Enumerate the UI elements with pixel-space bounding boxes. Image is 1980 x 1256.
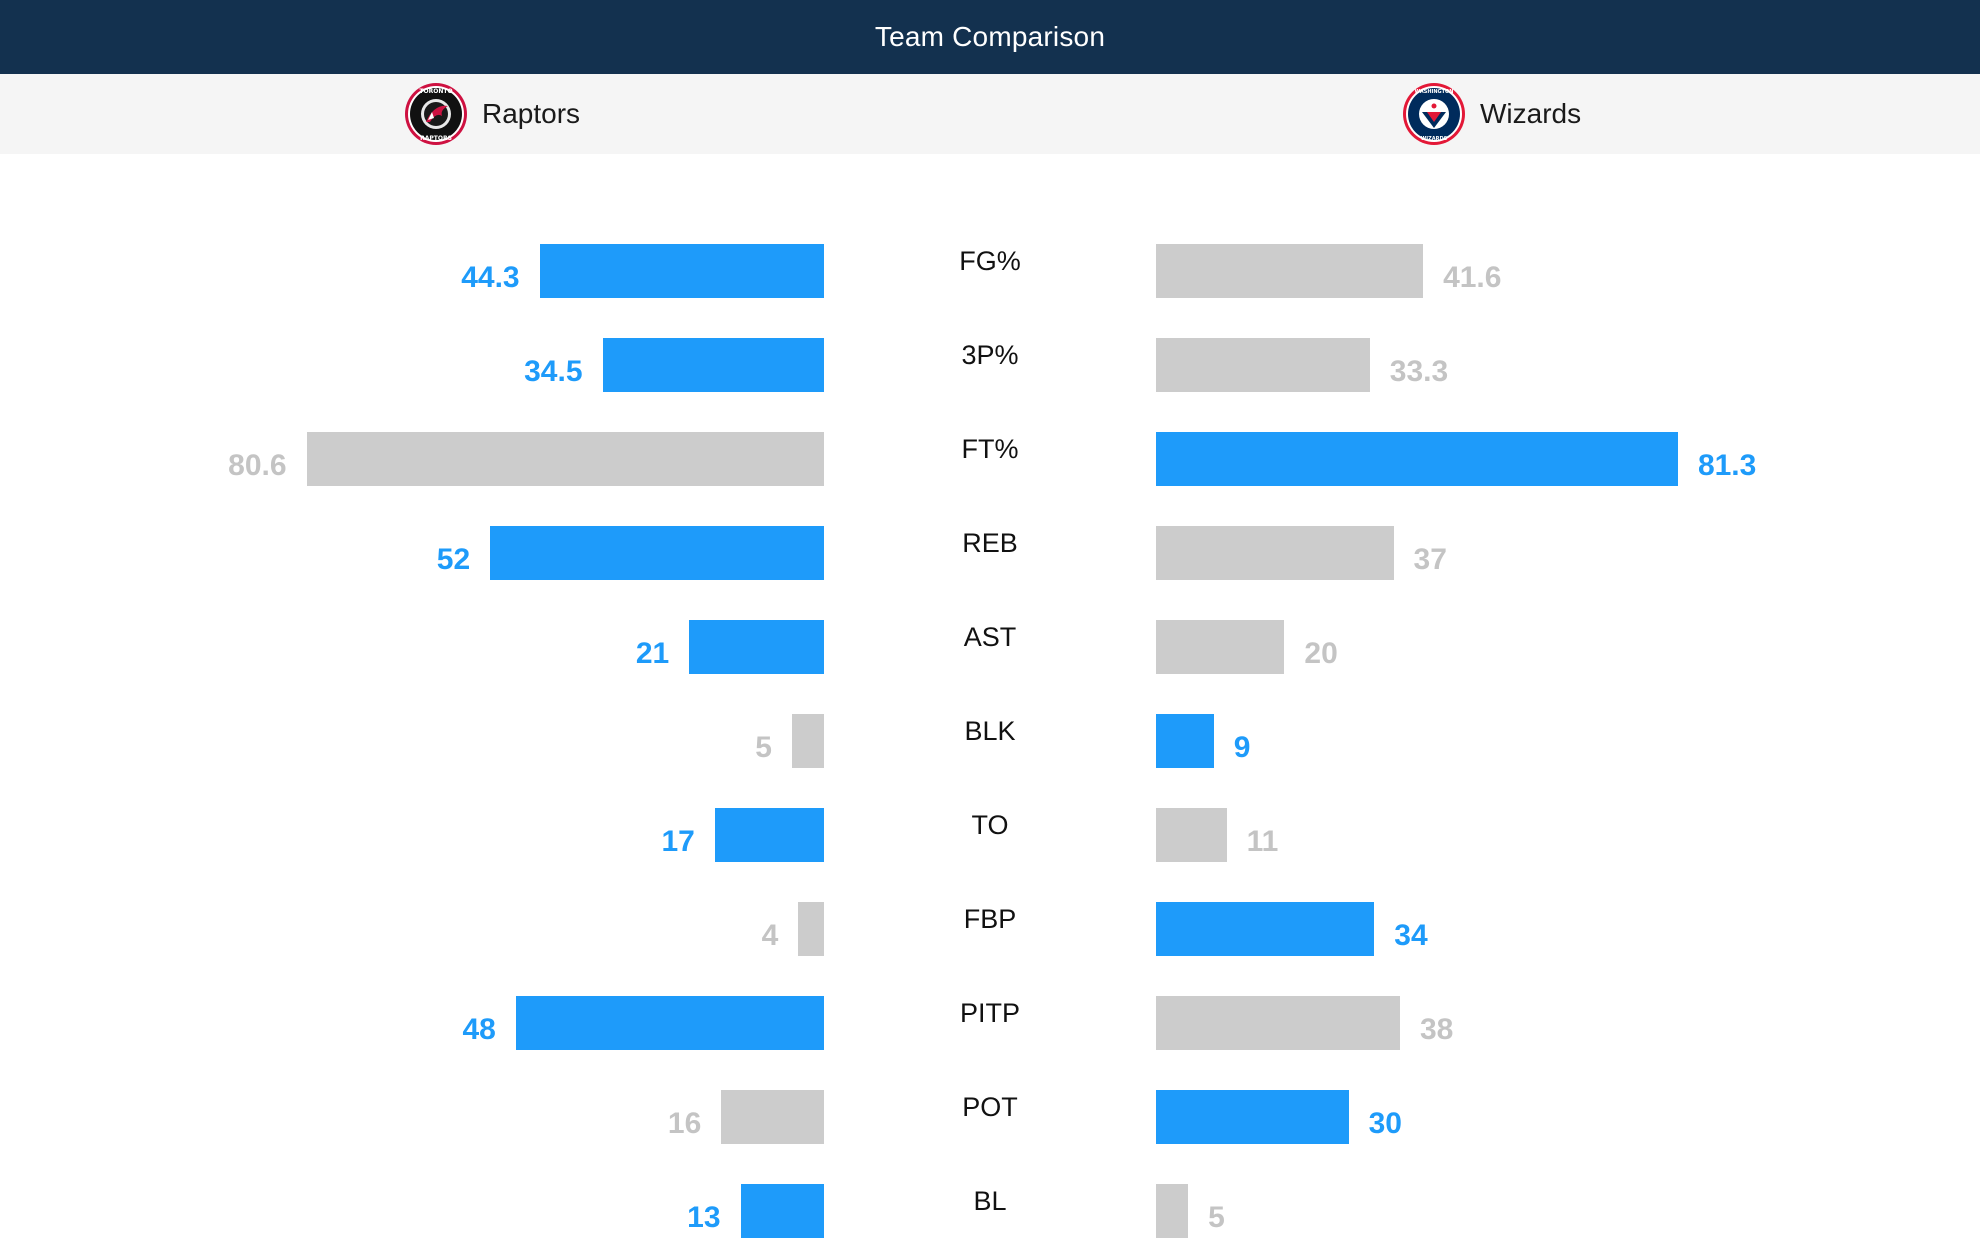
away-stat-value: 30	[1368, 1107, 1402, 1140]
home-stat-bar	[721, 1090, 824, 1144]
stat-label: REB	[962, 528, 1018, 558]
stat-row: 17 TO 11	[0, 808, 1980, 862]
stat-label: FT%	[961, 434, 1019, 464]
stat-row: 16 POT 30	[0, 1090, 1980, 1144]
away-stat-value: 33.3	[1389, 355, 1449, 388]
home-stat-value: 80.6	[228, 449, 287, 482]
stat-label: POT	[962, 1092, 1018, 1122]
away-stat-value: 37	[1413, 543, 1447, 576]
home-stat-value: 21	[635, 637, 670, 670]
home-stat-value: 34.5	[524, 355, 583, 388]
stat-label: AST	[963, 622, 1017, 652]
home-stat-bar	[714, 808, 824, 862]
svg-text:TORONTO: TORONTO	[419, 88, 452, 95]
home-stat-bar	[490, 526, 824, 580]
home-stat-value: 5	[755, 731, 772, 764]
home-stat-value: 17	[661, 825, 695, 858]
away-stat-value: 38	[1419, 1013, 1454, 1046]
home-stat-bar	[539, 244, 824, 298]
away-team-name: Wizards	[1480, 98, 1582, 129]
home-team-name: Raptors	[482, 98, 581, 129]
away-stat-bar	[1156, 244, 1424, 298]
stat-row: 52 REB 37	[0, 526, 1980, 580]
away-stat-bar	[1156, 808, 1227, 862]
home-stat-bar	[602, 338, 824, 392]
away-stat-bar	[1156, 996, 1400, 1050]
stat-row: 13 BL 5	[0, 1184, 1980, 1238]
stat-row: 5 BLK 9	[0, 714, 1980, 768]
away-stat-value: 9	[1233, 731, 1251, 764]
stat-label: PITP	[959, 998, 1020, 1028]
away-stat-bar	[1156, 338, 1370, 392]
away-team[interactable]: WASHINGTON WIZARDS Wizards	[1402, 74, 1581, 154]
stat-row: 48 PITP 38	[0, 996, 1980, 1050]
svg-text:WIZARDS: WIZARDS	[1421, 136, 1448, 142]
stat-row: 80.6 FT% 81.3	[0, 432, 1980, 486]
away-stat-bar	[1156, 432, 1678, 486]
home-stat-bar	[791, 714, 824, 768]
home-stat-value: 48	[462, 1013, 496, 1046]
home-stat-value: 16	[667, 1107, 702, 1140]
stat-label: FG%	[959, 246, 1021, 276]
home-stat-bar	[689, 620, 824, 674]
home-stat-bar	[798, 902, 824, 956]
home-stat-value: 4	[761, 919, 779, 952]
away-stat-bar	[1156, 714, 1214, 768]
home-stat-value: 44.3	[461, 261, 520, 294]
home-team[interactable]: TORONTO RAPTORS Raptors	[404, 74, 580, 154]
home-stat-value: 13	[687, 1201, 721, 1234]
home-stat-bar	[306, 432, 824, 486]
team-header-bar: TORONTO RAPTORS Raptors WASHINGTON WIZAR…	[0, 74, 1980, 154]
away-stat-value: 41.6	[1443, 261, 1502, 294]
away-stat-value: 20	[1304, 637, 1338, 670]
stat-label: 3P%	[961, 340, 1019, 370]
svg-text:WASHINGTON: WASHINGTON	[1415, 89, 1454, 95]
stat-label: BLK	[964, 716, 1016, 746]
page-title: Team Comparison	[874, 21, 1106, 52]
stat-label: BL	[973, 1186, 1007, 1216]
home-stat-bar	[515, 996, 824, 1050]
away-stat-value: 81.3	[1697, 449, 1757, 482]
home-stat-value: 52	[436, 543, 471, 576]
wizards-logo-icon: WASHINGTON WIZARDS	[1403, 83, 1465, 145]
away-stat-value: 34	[1394, 919, 1428, 952]
away-stat-value: 5	[1208, 1201, 1225, 1234]
away-stat-bar	[1156, 526, 1394, 580]
stat-label: FBP	[963, 904, 1017, 934]
stat-row: 21 AST 20	[0, 620, 1980, 674]
stat-row: 44.3 FG% 41.6	[0, 244, 1980, 298]
away-stat-bar	[1156, 620, 1285, 674]
stat-row: 34.5 3P% 33.3	[0, 338, 1980, 392]
home-stat-bar	[740, 1184, 824, 1238]
away-stat-bar	[1156, 1090, 1349, 1144]
title-bar: Team Comparison	[0, 0, 1980, 74]
away-stat-value: 11	[1246, 825, 1279, 858]
svg-text:RAPTORS: RAPTORS	[420, 135, 452, 142]
away-stat-bar	[1156, 902, 1375, 956]
away-stat-bar	[1156, 1184, 1189, 1238]
raptors-logo-icon: TORONTO RAPTORS	[405, 83, 467, 145]
stat-row: 4 FBP 34	[0, 902, 1980, 956]
stat-label: TO	[971, 810, 1009, 840]
